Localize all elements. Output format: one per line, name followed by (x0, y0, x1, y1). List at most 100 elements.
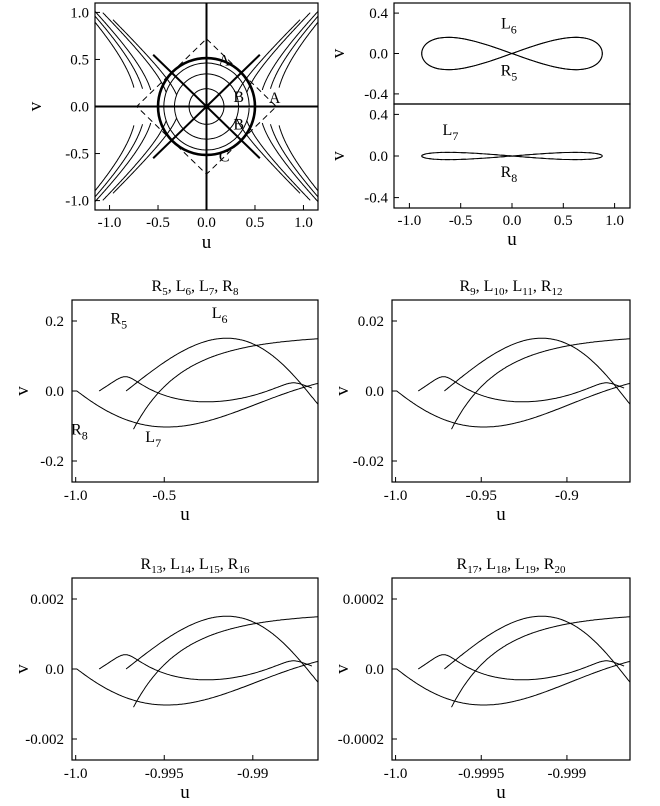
y-tick-label: 0.2 (45, 314, 64, 330)
orbit-line (417, 654, 625, 681)
orbit-line (76, 660, 318, 706)
x-axis-label: u (202, 232, 212, 253)
orbit-line (396, 382, 630, 428)
y-tick-label: -0.2 (40, 454, 64, 470)
contour-line (112, 19, 177, 95)
x-tick-label: 1.0 (605, 213, 624, 229)
x-tick-label: -1.0 (98, 215, 122, 231)
zoom-1-panel: -1.0 -0.5 0.2 0.0 -0.2 R5, L6, L7, R8 u v R5 L6 L7… (12, 278, 319, 525)
orbit-label: L7 (443, 122, 459, 143)
contour-line (102, 120, 167, 201)
orbit-line (76, 382, 318, 428)
x-tick-label: -1.0 (398, 213, 422, 229)
x-tick-label: -1.0 (64, 488, 88, 504)
x-tick-label: 0.0 (503, 213, 522, 229)
contour-line (95, 122, 152, 203)
y-tick-label: 0.4 (369, 6, 388, 22)
x-tick-label: -0.5 (449, 213, 473, 229)
y-tick-label: -0.4 (364, 87, 388, 103)
y-tick-label: 1.0 (70, 5, 89, 21)
y-axis-label: v (12, 664, 33, 674)
region-label: B (233, 116, 244, 133)
y-tick-label: -0.0002 (338, 732, 384, 748)
zoom-2-panel: -1.0 -0.95 -0.9 0.02 0.0 -0.02 R9, L10, L11, R… (332, 278, 631, 525)
y-tick-label: 0.0002 (343, 592, 384, 608)
y-tick-label: -1.0 (65, 194, 89, 210)
x-tick-label: -1.0 (384, 488, 408, 504)
orbit-label: R8 (71, 422, 88, 443)
orbit-line (451, 616, 630, 708)
y-tick-label: 0.0 (45, 662, 64, 678)
panel-title: R13, L14, L15, R16 (141, 556, 250, 576)
panel-title: R5, L6, L7, R8 (152, 278, 239, 298)
plot-frame (391, 577, 631, 761)
y-tick-label: -0.5 (65, 147, 89, 163)
panel-title: R17, L18, L19, R20 (457, 556, 566, 576)
contour-line (95, 10, 152, 91)
x-tick-label: 0.0 (197, 215, 216, 231)
orbit-line (133, 338, 318, 430)
y-tick-label: 0.0 (70, 100, 89, 116)
zoom-curves (76, 337, 318, 430)
x-tick-label: -0.999 (548, 766, 587, 782)
y-axis-label: v (328, 151, 349, 161)
contour-line (95, 125, 135, 192)
top-right-lower-panel: L7 R8 0.4 0.0 -0.4 v -1.0 -0.5 0.0 0.5 1.0 u (328, 103, 631, 250)
y-tick-label: 0.5 (70, 52, 89, 68)
zoom-4-panel: -1.0 -0.9995 -0.999 0.0002 0.0 -0.0002 R17, L1… (332, 556, 631, 803)
region-label: B (233, 89, 244, 106)
zoom-3-panel: -1.0 -0.995 -0.99 0.002 0.0 -0.002 R13, L14, L… (12, 556, 319, 803)
x-tick-label: -0.95 (466, 488, 497, 504)
y-tick-label: 0.0 (45, 384, 64, 400)
contour-line (270, 15, 318, 89)
y-axis-label: v (328, 48, 349, 58)
top-right-upper-panel: L6 R5 0.4 0.0 -0.4 v (328, 2, 631, 105)
panel-title: R9, L10, L11, R12 (460, 278, 563, 298)
orbit-line (125, 337, 318, 406)
orbit-label: R8 (501, 164, 518, 185)
contour-line (95, 21, 135, 88)
y-tick-label: 0.0 (365, 384, 384, 400)
x-tick-label: 0.5 (246, 215, 265, 231)
orbit-label: R5 (110, 311, 127, 332)
x-tick-label: -0.995 (145, 766, 184, 782)
contour-line (278, 21, 318, 88)
plot-frame (391, 299, 631, 483)
diagonal-line (152, 54, 261, 159)
orbit-line (98, 654, 313, 681)
x-axis-label: u (507, 229, 517, 250)
orbit-line (125, 615, 318, 684)
y-axis-label: v (332, 386, 353, 396)
zoom-curves (76, 615, 318, 708)
x-tick-label: -0.9995 (458, 766, 504, 782)
plot-frame (71, 577, 319, 761)
x-tick-label: -1.0 (64, 766, 88, 782)
contour-line (95, 124, 143, 198)
y-tick-label: 0.4 (369, 107, 388, 123)
orbit-label: L6 (501, 15, 517, 36)
x-axis-label: u (496, 504, 506, 525)
contour-line (261, 122, 318, 203)
x-tick-label: 0.5 (554, 213, 573, 229)
phase-curves (95, 3, 318, 210)
x-tick-label: -0.99 (237, 766, 268, 782)
orbit-line (421, 151, 603, 161)
y-tick-label: -0.02 (353, 454, 384, 470)
region-label: C (219, 148, 230, 165)
y-tick-label: 0.0 (369, 47, 388, 63)
y-tick-label: 0.0 (365, 662, 384, 678)
orbit-label: L6 (212, 305, 228, 326)
zoom-curves (396, 615, 630, 708)
x-tick-label: 1.0 (294, 215, 313, 231)
contour-line (236, 19, 301, 95)
contour-line (270, 124, 318, 198)
x-tick-label: -0.9 (555, 488, 579, 504)
orbit-line (444, 337, 630, 406)
orbit-line (98, 376, 313, 403)
contour-line (112, 118, 177, 194)
y-tick-label: -0.4 (364, 191, 388, 207)
y-axis-label: v (25, 101, 46, 111)
orbit-line (396, 660, 630, 706)
orbit-line (444, 615, 630, 684)
